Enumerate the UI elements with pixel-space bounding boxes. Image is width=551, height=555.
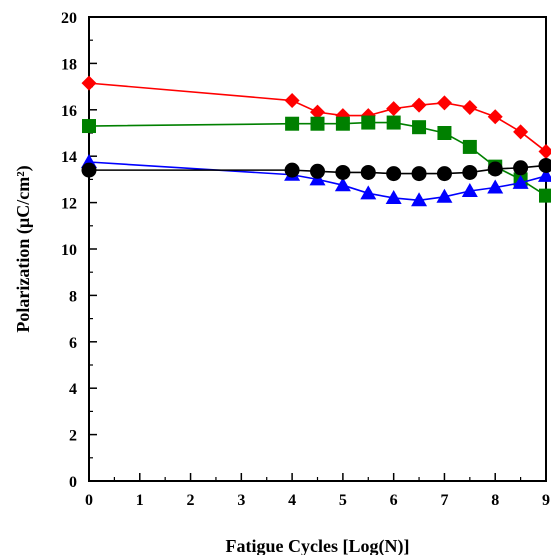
data-point: [81, 75, 97, 91]
y-tick-label: 10: [61, 242, 77, 259]
data-point: [81, 162, 97, 178]
plot-area: [88, 16, 547, 482]
data-point: [285, 116, 300, 131]
data-point: [487, 179, 504, 194]
data-point: [411, 166, 427, 182]
data-point: [412, 120, 427, 135]
y-tick-label: 2: [69, 428, 77, 445]
x-axis-title: Fatigue Cycles [Log(N)]: [226, 536, 410, 555]
y-tick-label: 8: [69, 288, 77, 305]
data-point: [462, 99, 478, 115]
data-point: [386, 115, 401, 130]
data-point: [385, 189, 402, 204]
data-point: [411, 192, 428, 207]
data-point: [437, 126, 452, 140]
x-tick-label: 5: [339, 492, 347, 509]
y-axis-title: Polarization (µC/cm²): [13, 165, 34, 332]
data-point: [386, 101, 402, 117]
x-tick-label: 6: [390, 492, 398, 509]
data-point: [82, 119, 96, 134]
data-point: [360, 164, 376, 180]
data-point: [436, 188, 453, 203]
data-point: [310, 116, 325, 131]
series-circle: [81, 157, 551, 182]
data-point: [462, 139, 477, 154]
data-point: [462, 164, 478, 180]
y-tick-label: 16: [61, 103, 77, 120]
data-point: [487, 109, 503, 125]
x-axis: 0 1 2 3 4 5 6 7 8 9: [85, 473, 550, 509]
data-point: [513, 124, 529, 140]
data-point: [361, 115, 376, 130]
plot-border: [88, 16, 547, 482]
data-point: [284, 93, 300, 109]
series-triangle: [81, 154, 551, 207]
x-tick-label: 1: [136, 492, 144, 509]
data-point: [310, 163, 325, 179]
data-point: [335, 164, 351, 180]
data-point: [284, 162, 300, 178]
series-line: [88, 161, 547, 202]
data-point: [334, 177, 351, 192]
data-point: [386, 166, 402, 182]
x-tick-label: 2: [187, 492, 195, 509]
data-point: [538, 144, 551, 160]
x-tick-label: 9: [542, 492, 550, 509]
x-tick-label: 4: [288, 492, 296, 509]
data-point: [310, 104, 325, 120]
x-tick-label: 3: [237, 492, 245, 509]
data-point: [539, 188, 551, 203]
series-layer: [81, 75, 551, 207]
data-point: [512, 174, 529, 189]
y-tick-label: 12: [61, 196, 77, 213]
data-point: [461, 183, 478, 197]
x-tick-label: 0: [85, 492, 93, 509]
y-tick-label: 0: [69, 474, 77, 491]
series-diamond: [81, 75, 551, 160]
y-tick-label: 14: [61, 149, 77, 166]
data-point: [360, 185, 377, 200]
data-point: [436, 166, 452, 182]
data-point: [411, 97, 427, 113]
y-tick-label: 18: [61, 56, 77, 73]
data-point: [538, 157, 551, 173]
data-point: [335, 116, 350, 131]
x-tick-label: 7: [440, 492, 448, 509]
x-tick-label: 8: [491, 492, 499, 509]
data-point: [487, 161, 503, 177]
data-point: [513, 160, 529, 176]
y-tick-label: 20: [61, 10, 77, 27]
y-tick-label: 4: [69, 381, 77, 398]
y-axis: 0 2 4 6 8 10 12 14 16 18 20: [61, 10, 97, 491]
y-tick-label: 6: [69, 335, 77, 352]
data-point: [436, 95, 452, 111]
